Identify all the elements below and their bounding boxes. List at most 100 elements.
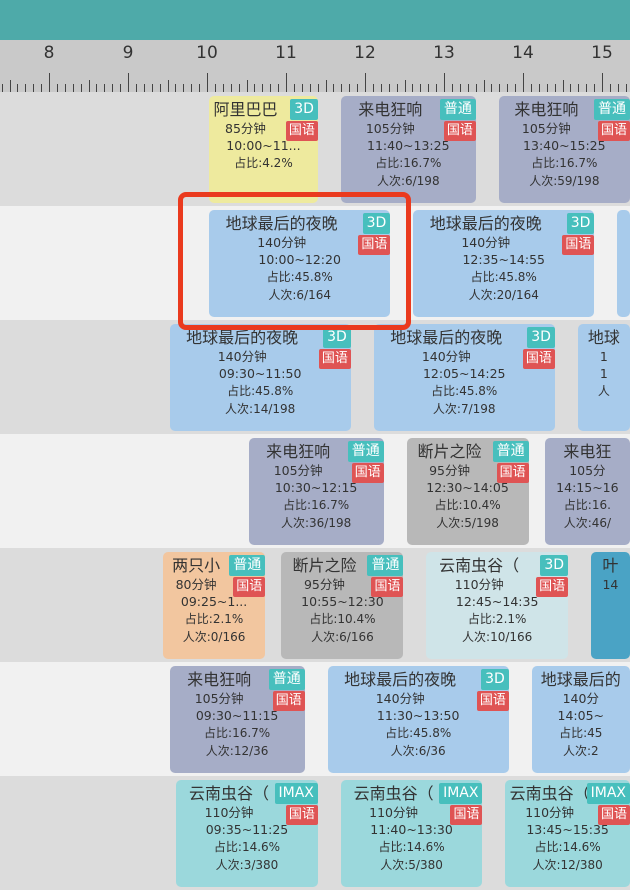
attendance: 人次:12/380 [532, 858, 603, 872]
format-badge: 3D [527, 327, 555, 348]
movie-title: 云南虫谷（ [188, 784, 269, 803]
showtime-card[interactable]: 来电狂响 105分钟 09:30~11:15 占比:16.7% 人次:12/36… [169, 666, 305, 773]
showtime-card[interactable]: 叶 14 [590, 552, 630, 659]
time-range: 12:05~14:25 [422, 366, 506, 381]
ruler-tick [483, 80, 485, 92]
duration: 105分钟 [194, 691, 244, 706]
ruler-tick [602, 73, 603, 92]
ruler-tick [625, 84, 627, 92]
movie-title: 地球最后的夜晚 [390, 328, 503, 347]
duration: 1 [599, 349, 608, 364]
time-range: 09:35~11:25 [205, 822, 289, 837]
duration: 140分钟 [421, 349, 471, 364]
ruler-tick [412, 84, 414, 92]
time-range: 12:45~14:35 [455, 594, 539, 609]
movie-title: 来电狂 [563, 442, 612, 461]
showtime-card[interactable]: 云南虫谷（ 110分钟 12:45~14:35 占比:2.1% 人次:10/16… [426, 552, 569, 659]
ruler-tick [365, 73, 366, 92]
hour-label: 10 [196, 43, 218, 63]
duration: 95分钟 [303, 577, 345, 592]
ruler-tick [586, 84, 588, 92]
hall-row: 地球最后的夜晚 140分钟 09:30~11:50 占比:45.8% 人次:14… [0, 320, 630, 434]
time-range: 11:30~13:50 [376, 708, 460, 723]
ratio: 占比:14.6% [534, 840, 601, 854]
ruler-tick [80, 84, 82, 92]
showtime-card[interactable]: 地球最后的夜晚 140分钟 11:30~13:50 占比:45.8% 人次:6/… [327, 666, 509, 773]
duration: 95分钟 [429, 463, 470, 478]
ruler-tick [515, 84, 517, 92]
ruler-tick [9, 80, 11, 92]
showtime-card[interactable]: 地球最后的夜晚 140分钟 09:30~11:50 占比:45.8% 人次:14… [169, 324, 351, 431]
showtime-card[interactable]: 云南虫谷（ 110分钟 09:35~11:25 占比:14.6% 人次:3/38… [176, 780, 318, 887]
time-range: 13:40~15:25 [523, 138, 606, 153]
hour-label: 11 [275, 43, 297, 63]
ruler-tick [444, 73, 445, 92]
ruler-tick [128, 73, 129, 92]
showtime-card[interactable]: 两只小 80分钟 09:25~1... 占比:2.1% 人次:0/166 普通 国语 [162, 552, 266, 659]
format-badge: 3D [362, 213, 391, 234]
ruler-tick [570, 84, 572, 92]
language-badge: 国语 [522, 349, 555, 369]
ruler-tick [167, 80, 169, 92]
movie-title: 地球最后的夜晚 [344, 670, 457, 689]
ruler-tick [499, 84, 501, 92]
showtime-card[interactable]: 断片之险 95分钟 12:30~14:05 占比:10.4% 人次:5/198 普… [406, 438, 529, 545]
language-badge: 国语 [285, 805, 318, 825]
ruler-tick [49, 73, 50, 92]
ruler-tick [538, 84, 540, 92]
ruler-tick [372, 84, 374, 92]
ratio: 占比:2.1% [467, 612, 527, 626]
highlight-box [178, 192, 411, 330]
showtime-card[interactable]: 地球 1 1 人 [577, 324, 630, 431]
showtime-card[interactable]: 地球最后的夜晚 140分钟 12:35~14:55 占比:45.8% 人次:20… [413, 210, 595, 317]
showtime-card[interactable]: 阿里巴巴 85分钟 10:00~11... 占比:4.2% 3D 国语 [209, 96, 318, 203]
hall-row: 两只小 80分钟 09:25~1... 占比:2.1% 人次:0/166 普通 国语… [0, 548, 630, 662]
format-badge: 3D [566, 213, 595, 234]
time-range: 10:30~12:15 [274, 480, 358, 495]
language-badge: 国语 [358, 235, 391, 255]
showtime-card[interactable]: 云南虫谷（ 110分钟 13:45~15:35 占比:14.6% 人次:12/3… [505, 780, 630, 887]
ruler-tick [309, 84, 311, 92]
showtime-card[interactable]: 来电狂响 105分钟 10:30~12:15 占比:16.7% 人次:36/19… [248, 438, 384, 545]
movie-title: 地球 [587, 328, 620, 347]
attendance: 人次:59/198 [529, 174, 600, 188]
format-badge: 3D [540, 555, 569, 576]
attendance: 人次:6/164 [268, 288, 331, 302]
ratio: 占比:45.8% [431, 384, 498, 398]
ruler-tick [88, 80, 90, 92]
attendance: 人次:3/380 [215, 858, 279, 872]
ruler-tick [278, 84, 280, 92]
hall-row: 来电狂响 105分钟 09:30~11:15 占比:16.7% 人次:12/36… [0, 662, 630, 776]
showtime-card[interactable]: 云南虫谷（ 110分钟 11:40~13:30 占比:14.6% 人次:5/38… [340, 780, 483, 887]
format-badge: 普通 [268, 669, 305, 690]
language-badge: 国语 [351, 463, 384, 483]
ruler-tick [214, 84, 216, 92]
time-range: 10:00~12:20 [258, 252, 341, 267]
showtime-card[interactable]: 地球最后的夜晚 140分钟 12:05~14:25 占比:45.8% 人次:7/… [373, 324, 555, 431]
duration: 80分钟 [175, 577, 217, 592]
ruler-tick [467, 84, 469, 92]
language-badge: 国语 [443, 121, 476, 141]
movie-title: 断片之险 [417, 442, 482, 461]
ruler-tick [357, 84, 359, 92]
language-badge: 国语 [371, 577, 404, 597]
ratio: 占比:45.8% [227, 384, 294, 398]
showtime-card[interactable] [617, 210, 630, 317]
showtime-card[interactable]: 地球最后的夜晚 140分钟 10:00~12:20 占比:45.8% 人次:6/… [209, 210, 391, 317]
showtime-card[interactable]: 地球最后的 140分 14:05~ 占比:45 人次:2 [531, 666, 630, 773]
duration: 140分钟 [257, 235, 307, 250]
ratio: 占比:10.4% [434, 498, 501, 512]
movie-title: 云南虫谷（ [509, 784, 590, 803]
showtime-card[interactable]: 来电狂响 105分钟 13:40~15:25 占比:16.7% 人次:59/19… [498, 96, 630, 203]
ruler-tick [72, 84, 74, 92]
ruler-tick [159, 84, 161, 92]
duration: 110分钟 [369, 805, 418, 820]
hour-label: 13 [433, 43, 455, 63]
showtime-card[interactable]: 断片之险 95分钟 10:55~12:30 占比:10.4% 人次:6/166 普… [281, 552, 404, 659]
language-badge: 国语 [233, 577, 266, 597]
format-badge: 普通 [492, 441, 529, 462]
showtime-card[interactable]: 来电狂 105分 14:15~16 占比:16. 人次:46/ [544, 438, 630, 545]
time-range: 14:15~16 [556, 480, 619, 495]
ruler-tick [459, 84, 461, 92]
showtime-card[interactable]: 来电狂响 105分钟 11:40~13:25 占比:16.7% 人次:6/198… [340, 96, 476, 203]
